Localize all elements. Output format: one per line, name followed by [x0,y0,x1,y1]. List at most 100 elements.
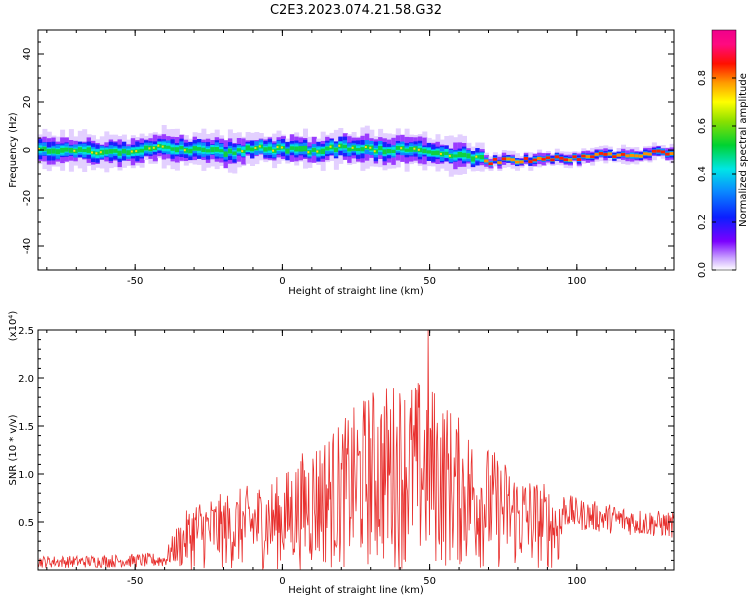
heatmap-cell [276,146,279,149]
heatmap-cell [545,156,551,160]
heatmap-cell [157,144,160,147]
heatmap-cell [258,144,264,149]
heatmap-cell [475,155,478,158]
heatmap-cell [559,156,565,160]
heatmap-cell [68,148,74,153]
heatmap-cell [378,146,384,151]
heatmap-cell [117,150,123,156]
heatmap-cell [130,149,136,154]
heatmap-cell [55,149,61,155]
heatmap-cell [307,151,310,154]
heatmap-cell [338,143,344,149]
heatmap-cell [369,145,375,151]
heatmap-cell [612,155,618,159]
heatmap-cell [130,150,133,153]
colorbar-tick-label: 0.8 [697,70,708,86]
heatmap-cell [400,146,406,151]
heatmap-cell [541,157,547,161]
heatmap-cell [38,148,40,151]
heatmap-cell [479,155,485,160]
snr-x-label: Height of straight line (km) [288,585,424,596]
heatmap-cell [95,151,101,156]
heatmap-cell [139,148,145,153]
heatmap-cell [91,151,96,155]
heatmap-cell [448,153,454,159]
heatmap-cell [223,151,229,157]
heatmap-cell [554,155,560,159]
heatmap-cell [325,146,331,151]
heatmap-cell [113,149,119,153]
heatmap-cell [488,162,494,166]
colorbar-tick-label: 0.4 [697,166,708,182]
colorbar-ticks: 0.0 0.2 0.4 0.6 0.8 [697,70,736,278]
heatmap-cell [466,153,472,159]
heatmap-cell [86,147,92,153]
heatmap-cell [409,146,414,152]
heatmap-cell [205,149,211,153]
x-tick-label: 0 [279,576,285,587]
heatmap-cell [73,149,76,152]
heatmap-cell [311,147,317,152]
snr-plot-area [38,330,674,570]
heatmap-cell [519,160,525,164]
snr-series-line [38,330,674,570]
heatmap-cell [625,154,631,158]
heatmap-cell [475,155,481,159]
heatmap-cell [448,154,451,157]
heatmap-cell [51,148,57,154]
heatmap-cell [634,154,640,158]
heatmap-cell [660,150,666,154]
heatmap-cell [307,150,313,155]
heatmap-cell [95,152,98,155]
heatmap-cell [462,152,467,158]
heatmap-cell [585,155,591,159]
heatmap-cell [157,144,163,148]
heatmap-cell [280,146,286,150]
heatmap-cell [82,149,88,153]
x-tick-label: 0 [279,276,285,287]
heatmap-cell [241,149,247,153]
spectrogram-heatmap [38,125,674,177]
heatmap-cell [258,145,261,148]
heatmap-cell [108,149,114,154]
heatmap-cell [413,147,416,150]
heatmap-cell [563,158,569,162]
heatmap-cell [435,150,441,156]
x-tick-label: 100 [567,576,586,587]
y-tick-label: 2.5 [18,326,34,337]
heatmap-cell [241,150,244,153]
heatmap-cell [453,154,459,158]
heatmap-cell [426,150,432,154]
heatmap-cell [422,148,428,154]
heatmap-cell [183,148,189,153]
heatmap-cell [501,157,507,161]
heatmap-cell [594,152,600,156]
y-tick-label: 0 [22,147,33,153]
heatmap-cell [391,149,397,153]
x-tick-label: 100 [567,276,586,287]
heatmap-cell [236,148,242,152]
heatmap-cell [590,155,596,159]
heatmap-cell [126,150,132,155]
heatmap-cell [152,146,158,151]
heatmap-cell [360,147,366,152]
heatmap-cell [77,147,83,152]
heatmap-cell [665,152,671,156]
heatmap-cell [581,154,587,158]
colorbar-gradient [711,29,737,271]
heatmap-cell [148,147,151,150]
heatmap-cell [161,145,164,148]
heatmap-cell [214,147,220,152]
heatmap-cell [364,144,370,150]
heatmap-cell [598,152,604,155]
heatmap-cell [621,152,626,156]
heatmap-cell [148,145,154,152]
heatmap-cell [351,145,357,151]
heatmap-cell [356,148,361,152]
heatmap-cell [492,157,498,161]
heatmap-cell [272,148,278,153]
spectrogram-y-label: Frequency (Hz) [8,112,19,188]
heatmap-cell [364,146,367,148]
heatmap-cell [351,146,354,149]
